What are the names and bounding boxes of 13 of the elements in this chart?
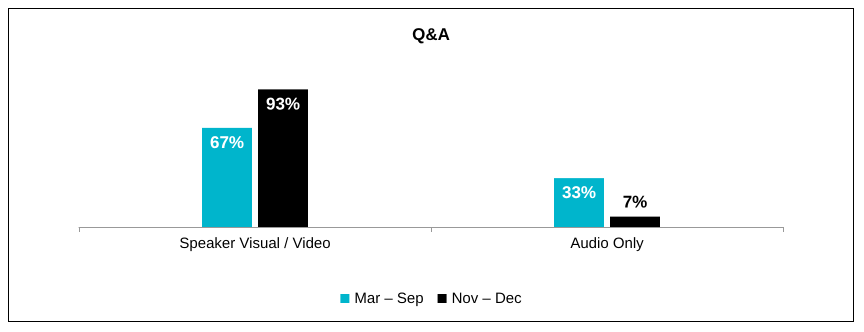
data-label: 93% — [266, 94, 300, 114]
data-label: 7% — [622, 192, 648, 212]
x-tick-label: Speaker Visual / Video — [179, 235, 331, 252]
x-tick-label: Audio Only — [570, 235, 644, 252]
bar — [258, 89, 308, 227]
data-label: 67% — [210, 132, 244, 152]
bar — [202, 128, 252, 227]
legend-label: Nov – Dec — [452, 290, 522, 307]
chart-title: Q&A — [412, 25, 450, 44]
legend-label: Mar – Sep — [354, 290, 424, 307]
bar — [554, 178, 604, 227]
bar — [610, 216, 660, 227]
data-label: 33% — [562, 183, 596, 202]
